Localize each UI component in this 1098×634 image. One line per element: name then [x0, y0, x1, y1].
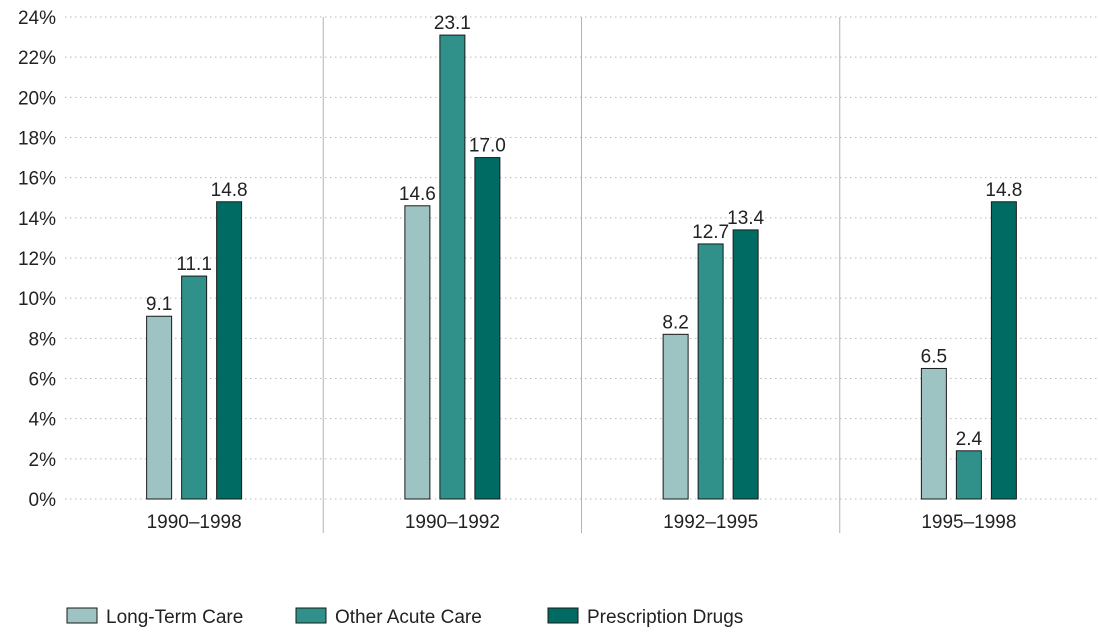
bar: [732, 229, 759, 500]
legend-label: Other Acute Care: [335, 607, 482, 628]
y-tick-label: 12%: [18, 249, 56, 270]
y-tick-label: 0%: [29, 490, 57, 511]
data-labels: 9.111.1 14.8 14.6 23.1 17.0 8.2 12.713.4 6.5 2.4…: [146, 13, 1022, 450]
y-tick-label: 24%: [18, 8, 56, 29]
y-tick-label: 2%: [29, 450, 57, 471]
y-tick-label: 4%: [29, 410, 57, 431]
bar: [955, 450, 982, 500]
data-label: 23.1: [434, 13, 471, 34]
x-tick-label: 1995–1998: [921, 512, 1016, 533]
legend-label: Long-Term Care: [106, 607, 243, 628]
bar: [146, 315, 173, 500]
x-tick-label: 1990–1992: [405, 512, 500, 533]
data-label: 2.4: [956, 429, 983, 450]
legend-swatch: [66, 607, 98, 624]
bar: [920, 367, 947, 500]
y-tick-label: 14%: [18, 209, 56, 230]
legend-swatch: [547, 607, 579, 624]
group-separators: [322, 17, 841, 533]
y-tick-label: 8%: [29, 329, 57, 350]
data-label: 13.4: [727, 208, 764, 229]
bar: [181, 275, 208, 500]
y-tick-label: 16%: [18, 169, 56, 190]
y-tick-label: 10%: [18, 289, 56, 310]
data-label: 9.1: [146, 294, 172, 315]
data-label: 17.0: [469, 136, 506, 157]
bar: [474, 157, 501, 500]
legend-swatch: [295, 607, 327, 624]
bar: [697, 243, 724, 500]
data-label: 12.7: [692, 222, 729, 243]
data-label: 14.8: [985, 180, 1022, 201]
legend: Long-Term Care Other Acute Care Prescripti…: [66, 607, 743, 628]
data-label: 8.2: [662, 312, 688, 333]
x-axis: 1990–1998 1990–1992 1992–1995 1995–1998: [147, 512, 1017, 533]
y-tick-label: 22%: [18, 48, 56, 69]
legend-label: Prescription Drugs: [587, 607, 743, 628]
x-tick-label: 1990–1998: [147, 512, 242, 533]
bar: [404, 205, 431, 500]
bar: [990, 201, 1017, 500]
y-tick-label: 20%: [18, 88, 56, 109]
bar: [216, 201, 243, 500]
y-tick-label: 6%: [29, 370, 57, 391]
y-tick-label: 18%: [18, 129, 56, 150]
x-tick-label: 1992–1995: [663, 512, 758, 533]
bar: [662, 333, 689, 500]
bars: [146, 34, 1017, 500]
bar: [439, 34, 466, 500]
data-label: 14.6: [399, 184, 436, 205]
data-label: 11.1: [176, 254, 212, 275]
data-label: 14.8: [211, 180, 248, 201]
y-axis: 0% 2% 4% 6% 8% 10% 12% 14% 16% 18% 20% 22% 24%: [18, 8, 56, 511]
data-label: 6.5: [921, 346, 947, 367]
